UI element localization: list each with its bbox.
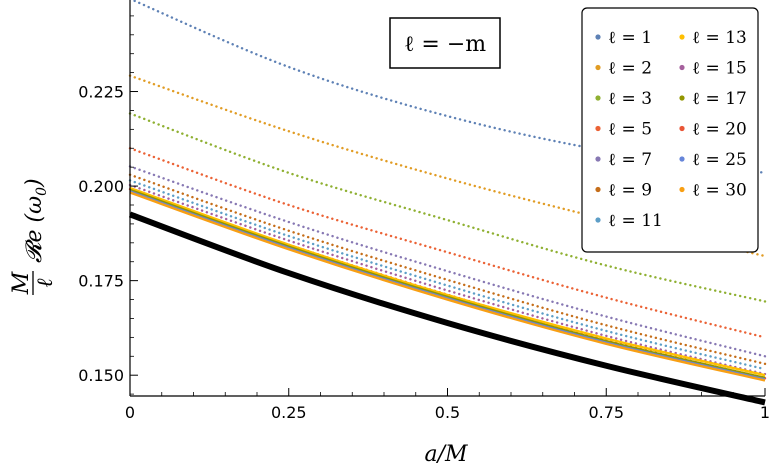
y-label-main: 𝓡e (ω — [22, 196, 47, 263]
legend-label: ℓ = 20 — [692, 120, 747, 140]
legend-item-l-15: ℓ = 15 — [679, 59, 747, 79]
x-tick-label: 1 — [760, 403, 769, 422]
y-label-numerator: M — [9, 271, 34, 295]
annotation: ℓ = −m — [389, 17, 501, 69]
y-label-subscript: 0 — [34, 187, 50, 196]
series-line-l-11 — [128, 179, 767, 371]
legend-label: ℓ = 13 — [692, 28, 747, 48]
series-line-l-17 — [129, 188, 766, 380]
x-tick-label: 0 — [125, 403, 135, 422]
legend-item-l-13: ℓ = 13 — [679, 28, 747, 48]
axes-layer: 0 0.25 0.5 0.75 1 0.150 0.175 0.200 0.225 — [78, 0, 769, 422]
legend-label: ℓ = 1 — [608, 28, 652, 48]
legend-items: ℓ = 1 ℓ = 2 ℓ = 3 ℓ = 5 ℓ = 7 ℓ = 9 ℓ = 11 ℓ = … — [595, 28, 747, 231]
legend-label: ℓ = 11 — [608, 211, 663, 231]
y-label-denominator: ℓ — [33, 278, 58, 288]
y-label-close: ) — [22, 178, 47, 188]
series-line-l-5 — [128, 147, 767, 339]
y-tick-label: 0.200 — [78, 177, 124, 196]
legend: ℓ = 1 ℓ = 2 ℓ = 3 ℓ = 5 ℓ = 7 ℓ = 9 ℓ = 11 ℓ = … — [581, 7, 759, 253]
series-line-l-9 — [128, 173, 767, 366]
legend-label: ℓ = 5 — [608, 120, 652, 140]
legend-box — [581, 7, 759, 253]
legend-item-l-1: ℓ = 1 — [595, 28, 652, 48]
legend-label: ℓ = 17 — [692, 89, 747, 109]
y-tick-label: 0.150 — [78, 366, 124, 385]
legend-marker — [595, 125, 601, 132]
legend-marker — [595, 186, 601, 193]
annotation-text: ℓ = −m — [404, 32, 486, 57]
legend-marker — [679, 34, 685, 40]
legend-label: ℓ = 3 — [608, 89, 652, 109]
x-tick-label: 0.5 — [435, 403, 460, 422]
legend-marker — [595, 95, 601, 101]
legend-item-l-25: ℓ = 25 — [679, 150, 747, 170]
y-axis-label: M ℓ 𝓡e (ω0) — [9, 178, 58, 295]
legend-label: ℓ = 2 — [608, 59, 652, 79]
legend-marker — [679, 156, 685, 162]
y-tick-label: 0.175 — [78, 272, 124, 291]
legend-label: ℓ = 15 — [692, 59, 747, 79]
legend-marker — [679, 186, 685, 193]
x-axis-label: a/M — [424, 442, 468, 467]
legend-item-l-11: ℓ = 11 — [595, 211, 663, 231]
series-layer — [128, 0, 767, 406]
legend-marker — [595, 156, 601, 162]
legend-item-l-2: ℓ = 2 — [595, 59, 652, 79]
legend-item-l-7: ℓ = 7 — [595, 150, 652, 170]
x-tick-label: 0.25 — [271, 403, 307, 422]
legend-marker — [595, 64, 601, 71]
legend-item-l-20: ℓ = 20 — [679, 120, 747, 140]
legend-marker — [595, 34, 601, 40]
legend-label: ℓ = 7 — [608, 150, 652, 170]
series-line-l-1 — [129, 0, 767, 175]
legend-label: ℓ = 9 — [608, 181, 652, 201]
legend-marker — [679, 95, 685, 101]
legend-label: ℓ = 30 — [692, 181, 747, 201]
legend-marker — [679, 125, 685, 132]
y-tick-label: 0.225 — [78, 83, 124, 102]
legend-item-l-30: ℓ = 30 — [679, 181, 747, 201]
series-line-l-30 — [129, 191, 766, 382]
series-line-l-15 — [128, 183, 767, 376]
legend-item-l-5: ℓ = 5 — [595, 120, 652, 140]
legend-item-l-3: ℓ = 3 — [595, 89, 652, 109]
series-line-l-7 — [128, 165, 767, 358]
series-line-l-13 — [129, 186, 766, 377]
series-line-l-inf — [128, 211, 766, 406]
legend-marker — [679, 64, 685, 71]
legend-label: ℓ = 25 — [692, 150, 747, 170]
legend-marker — [595, 217, 601, 223]
x-tick-label: 0.75 — [588, 403, 624, 422]
legend-item-l-9: ℓ = 9 — [595, 181, 652, 201]
series-line-l-2 — [128, 74, 767, 258]
legend-item-l-17: ℓ = 17 — [679, 89, 747, 109]
annotation-box — [389, 17, 501, 69]
y-label-rest: 𝓡e (ω0) — [22, 178, 50, 263]
